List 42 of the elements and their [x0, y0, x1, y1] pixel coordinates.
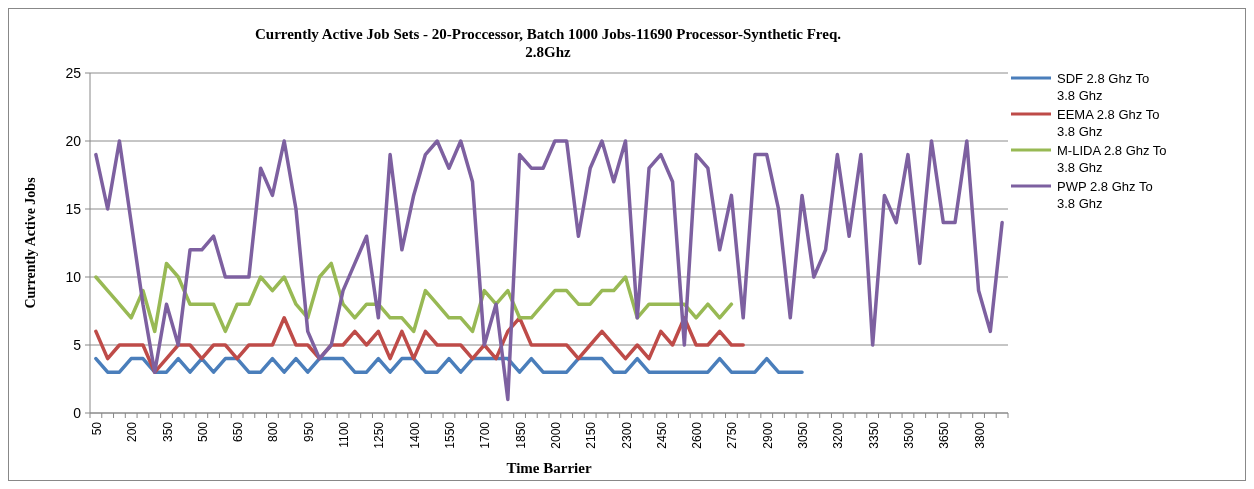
x-tick-label: 2150: [584, 421, 599, 449]
y-tick-label: 25: [65, 64, 82, 81]
x-tick-label: 1100: [337, 421, 352, 448]
y-tick-label: 20: [65, 132, 82, 149]
line-series: [94, 261, 734, 334]
x-tick-label: 2900: [760, 421, 775, 449]
x-tick-label: 2750: [725, 421, 740, 449]
x-tick-label: 1700: [478, 421, 493, 449]
x-tick-label: 3650: [937, 421, 952, 449]
x-tick-label: 3350: [866, 421, 881, 449]
x-tick-label: 650: [231, 421, 246, 443]
x-tick-label: 1550: [442, 421, 457, 449]
x-tick-label: 2450: [654, 421, 669, 449]
legend-label: EEMA 2.8 Ghz To 3.8 Ghz: [1057, 106, 1160, 139]
x-tick-label: 1250: [372, 421, 387, 449]
x-tick-label: 3050: [796, 421, 811, 449]
x-tick-label: 50: [89, 421, 104, 436]
y-axis-title: Currently Active Jobs: [23, 176, 38, 309]
y-tick-label: 0: [73, 404, 82, 421]
line-series: [94, 139, 1004, 402]
x-tick-label: 1400: [407, 421, 422, 449]
line-series: [94, 316, 745, 374]
x-tick-label: 800: [266, 421, 281, 443]
x-tick-label: 950: [301, 421, 316, 443]
legend-label: PWP 2.8 Ghz To 3.8 Ghz: [1057, 178, 1153, 211]
legend-label: SDF 2.8 Ghz To 3.8 Ghz: [1057, 70, 1150, 103]
x-tick-label: 2600: [690, 421, 705, 449]
legend-label: M-LIDA 2.8 Ghz To 3.8 Ghz: [1057, 142, 1167, 175]
x-tick-label: 3500: [901, 421, 916, 449]
y-tick-label: 5: [73, 336, 82, 353]
x-tick-label: 3200: [831, 421, 846, 449]
y-tick-label: 10: [65, 268, 82, 285]
x-tick-label: 2300: [619, 421, 634, 449]
chart-title: Currently Active Job Sets - 20-Proccessor, Batch 1000 Jobs-11690 Processor-Synthetic Freq. 2.8Ghz: [254, 26, 842, 60]
x-tick-label: 500: [195, 421, 210, 443]
y-tick-label: 15: [65, 200, 82, 217]
x-tick-label: 2000: [548, 421, 563, 449]
x-tick-label: 350: [160, 421, 175, 443]
x-tick-label: 200: [125, 421, 140, 443]
x-axis-title: Time Barrier: [506, 460, 592, 476]
x-tick-label: 3800: [972, 421, 987, 449]
x-tick-label: 1850: [513, 421, 528, 449]
